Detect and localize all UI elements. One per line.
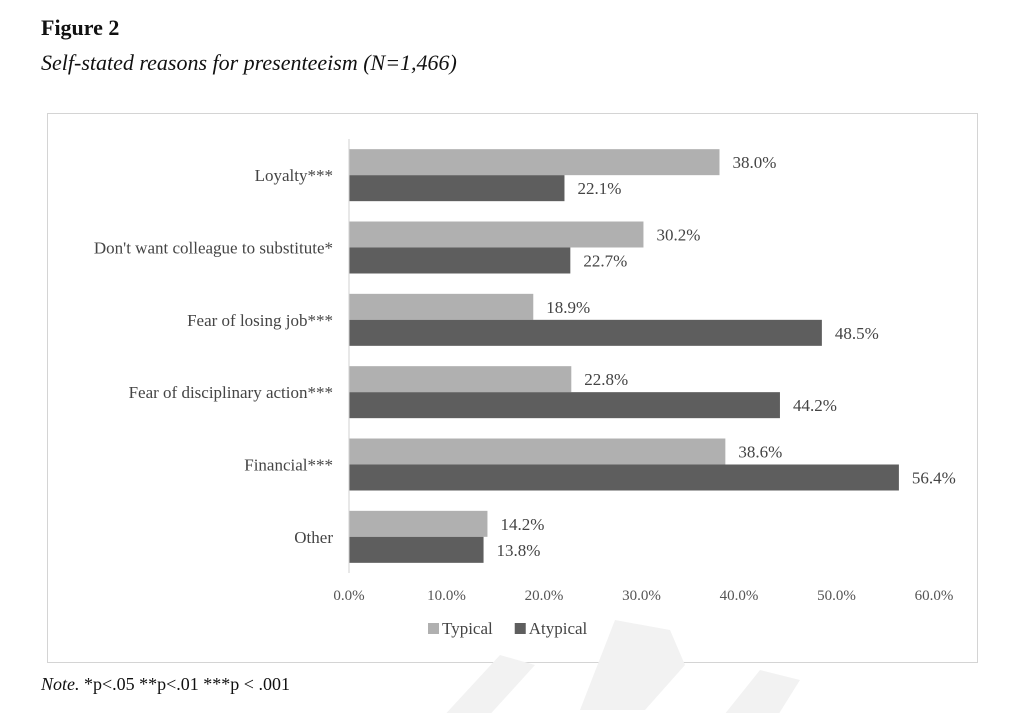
category-label: Fear of losing job*** bbox=[187, 311, 333, 330]
bar-atypical bbox=[349, 319, 822, 346]
x-tick-label: 50.0% bbox=[817, 588, 856, 604]
data-label: 18.9% bbox=[546, 298, 590, 317]
bar-typical bbox=[349, 510, 488, 537]
legend-swatch-atypical bbox=[514, 623, 526, 634]
bar-typical bbox=[349, 221, 644, 248]
x-tick-label: 10.0% bbox=[427, 588, 466, 604]
x-tick-label: 30.0% bbox=[622, 588, 661, 604]
data-label: 30.2% bbox=[656, 226, 700, 245]
category-label: Other bbox=[294, 528, 333, 547]
data-label: 38.6% bbox=[738, 443, 782, 462]
bar-atypical bbox=[349, 175, 565, 202]
category-label: Loyalty*** bbox=[255, 166, 333, 185]
x-tick-label: 60.0% bbox=[915, 588, 954, 604]
bar-atypical bbox=[349, 392, 780, 419]
bar-atypical bbox=[349, 247, 571, 274]
x-tick-label: 20.0% bbox=[525, 588, 564, 604]
data-label: 38.0% bbox=[733, 153, 777, 172]
figure-caption: Self-stated reasons for presenteeism (N=… bbox=[41, 50, 457, 75]
data-label: 22.8% bbox=[584, 370, 628, 389]
x-tick-label: 0.0% bbox=[333, 588, 364, 604]
bar-atypical bbox=[349, 536, 484, 563]
bar-atypical bbox=[349, 464, 899, 491]
bar-typical bbox=[349, 293, 534, 320]
data-label: 56.4% bbox=[912, 469, 956, 488]
data-label: 44.2% bbox=[793, 396, 837, 415]
bar-typical bbox=[349, 438, 726, 465]
x-tick-label: 40.0% bbox=[720, 588, 759, 604]
watermark-graphic bbox=[446, 620, 800, 713]
data-label: 22.1% bbox=[577, 179, 621, 198]
legend-label-atypical: Atypical bbox=[529, 619, 588, 638]
legend-swatch-typical bbox=[428, 623, 439, 634]
legend-label-typical: Typical bbox=[442, 619, 493, 638]
significance-note: Note. *p<.05 **p<.01 ***p < .001 bbox=[41, 672, 290, 696]
data-label: 48.5% bbox=[835, 324, 879, 343]
note-text: *p<.05 **p<.01 ***p < .001 bbox=[79, 674, 290, 694]
bar-typical bbox=[349, 366, 572, 393]
category-label: Financial*** bbox=[244, 456, 333, 475]
data-label: 22.7% bbox=[583, 252, 627, 271]
category-label: Fear of disciplinary action*** bbox=[129, 383, 333, 402]
note-label: Note. bbox=[41, 674, 80, 694]
category-label: Don't want colleague to substitute* bbox=[94, 239, 333, 258]
figure-label: Figure 2 bbox=[41, 15, 120, 40]
data-label: 13.8% bbox=[497, 541, 541, 560]
data-label: 14.2% bbox=[500, 515, 544, 534]
bar-typical bbox=[349, 149, 720, 176]
